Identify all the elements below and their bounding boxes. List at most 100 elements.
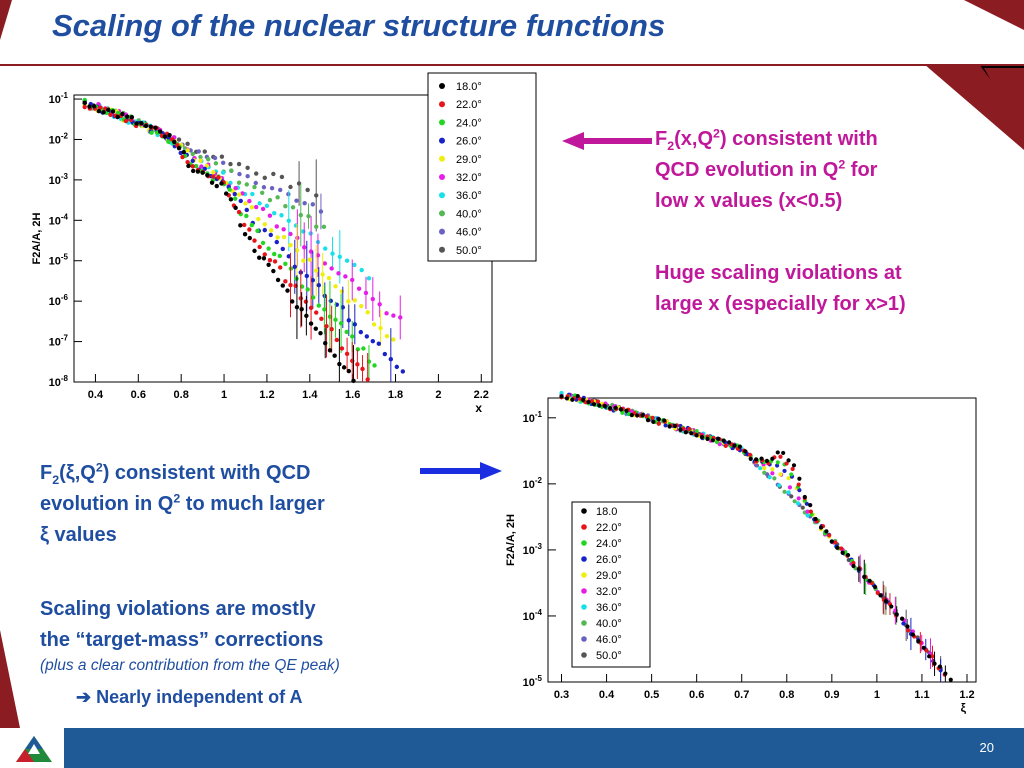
legend-label: 36.0°: [456, 190, 482, 202]
data-point: [355, 347, 361, 352]
legend-label: 50.0°: [596, 650, 622, 662]
legend-marker: [439, 83, 445, 89]
text-line: large x (especially for x>1): [655, 293, 906, 315]
data-point: [190, 158, 195, 164]
data-point: [219, 181, 224, 186]
data-point: [267, 258, 273, 263]
data-point: [327, 348, 333, 353]
data-point: [341, 365, 347, 370]
data-point: [663, 423, 668, 428]
legend-label: 18.0°: [456, 81, 482, 93]
logo: [16, 736, 52, 762]
data-point: [233, 205, 238, 211]
data-point: [271, 268, 276, 274]
legend-marker: [439, 246, 445, 253]
data-point: [139, 120, 144, 126]
corner-decoration: [924, 0, 1024, 150]
text-line: F2(ξ,Q2) consistent with QCD: [40, 460, 311, 487]
data-point: [244, 213, 249, 219]
x-tick-label: 0.8: [174, 389, 189, 401]
data-point: [394, 364, 400, 370]
x-tick-label: 0.5: [644, 689, 659, 701]
data-point: [244, 207, 249, 213]
left-wedge-decoration: [0, 0, 20, 728]
data-point: [143, 123, 149, 129]
data-point: [802, 494, 807, 500]
x-tick-label: 1.1: [914, 689, 929, 701]
data-point: [307, 257, 312, 262]
data-point: [808, 509, 813, 514]
legend-label: 29.0°: [596, 570, 622, 582]
data-point: [245, 165, 250, 171]
data-point: [129, 115, 135, 120]
data-point: [186, 163, 191, 169]
text-line: low x values (x<0.5): [655, 190, 843, 212]
data-point: [200, 170, 205, 175]
data-point: [795, 501, 801, 506]
f2-x-statement: F2(x,Q2) consistent with QCD evolution i…: [655, 124, 878, 217]
data-point: [167, 132, 172, 138]
legend-marker: [439, 137, 445, 144]
data-point: [181, 149, 186, 155]
data-point: [269, 228, 274, 233]
data-point: [840, 550, 845, 555]
legend-label: 50.0°: [456, 245, 482, 257]
x-tick-label: 0.7: [734, 689, 749, 701]
data-point: [737, 444, 743, 449]
data-point: [134, 121, 139, 126]
x-tick-label: 1.2: [959, 689, 974, 701]
data-point: [559, 394, 564, 399]
data-point: [786, 458, 791, 463]
data-point: [778, 454, 783, 459]
data-point: [254, 204, 259, 210]
data-point: [797, 476, 802, 481]
data-point: [800, 505, 805, 510]
data-point: [782, 489, 787, 494]
data-point: [220, 160, 226, 165]
data-point: [286, 254, 291, 259]
data-point: [216, 175, 221, 180]
legend-marker: [439, 155, 445, 162]
data-point: [253, 180, 258, 186]
data-point: [124, 114, 130, 119]
data-point: [268, 232, 273, 238]
data-point: [272, 259, 278, 264]
legend-marker: [581, 524, 587, 530]
data-point: [185, 141, 190, 147]
data-point: [319, 316, 324, 321]
data-point: [656, 421, 661, 426]
data-point: [786, 475, 791, 481]
data-point: [240, 191, 245, 196]
data-point: [275, 195, 280, 200]
data-point: [635, 413, 640, 418]
data-point: [586, 399, 591, 405]
data-point: [376, 341, 382, 346]
data-point: [180, 154, 185, 160]
data-point: [232, 196, 238, 201]
data-point: [285, 288, 290, 293]
data-point: [227, 187, 232, 192]
data-point: [732, 443, 737, 448]
data-point: [767, 475, 772, 480]
f2-xi-statement: F2(ξ,Q2) consistent with QCD evolution i…: [40, 458, 325, 551]
data-point: [872, 584, 878, 590]
data-point: [796, 482, 801, 487]
data-point: [318, 330, 323, 336]
x-tick-label: 0.8: [779, 689, 794, 701]
data-point: [267, 213, 273, 218]
legend-label: 24.0°: [456, 117, 482, 129]
data-point: [778, 472, 783, 477]
data-point: [149, 130, 154, 135]
text-line: F2(x,Q2) consistent with: [655, 126, 878, 153]
data-point: [589, 398, 595, 404]
data-point: [96, 108, 102, 114]
data-point: [921, 645, 926, 650]
data-point: [762, 466, 767, 471]
data-point: [694, 428, 699, 434]
data-point: [559, 390, 564, 396]
data-point: [384, 311, 389, 316]
text-line: the “target-mass” corrections: [40, 629, 324, 651]
data-point: [758, 466, 763, 471]
data-point: [805, 509, 810, 514]
legend-label: 22.0°: [456, 99, 482, 111]
